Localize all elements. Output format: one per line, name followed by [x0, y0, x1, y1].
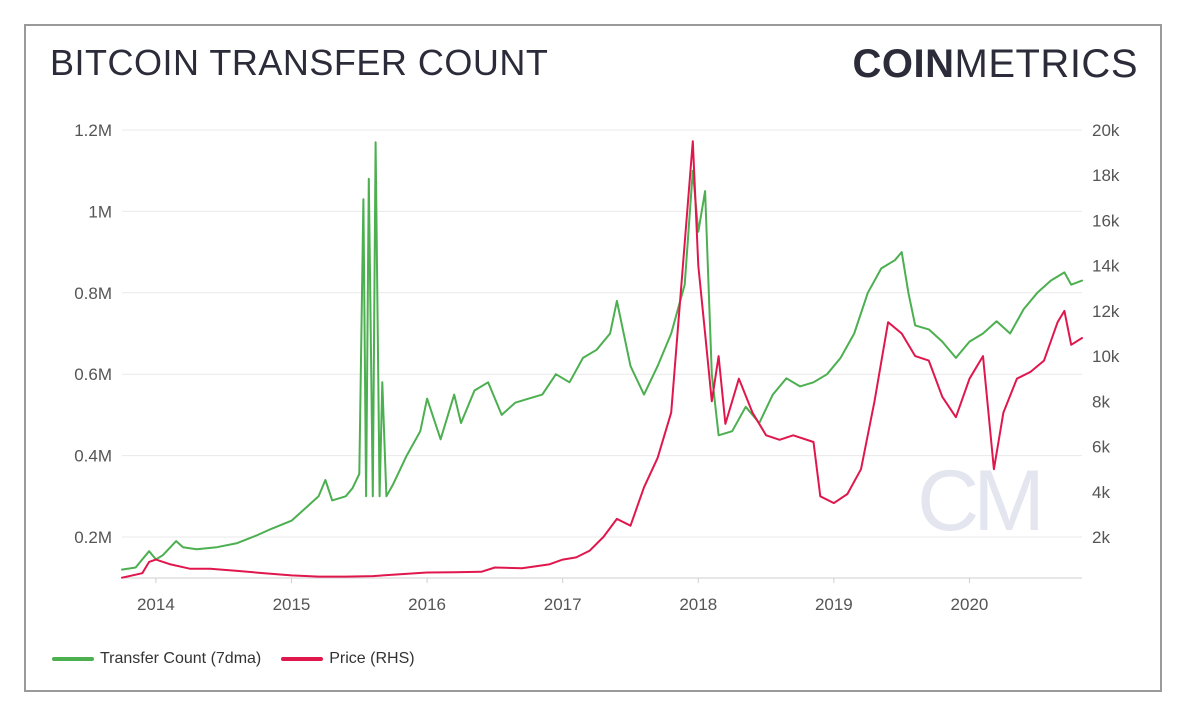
legend-label-price: Price (RHS)	[329, 650, 415, 667]
legend-swatch-price	[281, 657, 324, 661]
brand-logo: COINMETRICS	[853, 42, 1139, 87]
x-tick-label: 2016	[408, 595, 446, 614]
y-right-tick-label: 16k	[1092, 211, 1120, 230]
y-right-tick-label: 20k	[1092, 121, 1120, 140]
y-right-tick-label: 18k	[1092, 166, 1120, 185]
watermark-logo: CM	[917, 453, 1039, 549]
y-left-tick-label: 1.2M	[74, 121, 112, 140]
brand-logo-bold: COIN	[852, 42, 955, 86]
y-right-tick-label: 8k	[1092, 392, 1110, 411]
x-tick-label: 2019	[815, 595, 853, 614]
chart-frame	[24, 24, 1162, 692]
y-right-tick-label: 6k	[1092, 438, 1110, 457]
x-tick-label: 2020	[951, 595, 989, 614]
legend-swatch-transfer	[52, 657, 94, 661]
y-right-tick-label: 4k	[1092, 483, 1110, 502]
y-right-tick-label: 12k	[1092, 302, 1120, 321]
x-tick-label: 2015	[273, 595, 311, 614]
x-tick-label: 2018	[679, 595, 717, 614]
y-left-tick-label: 0.6M	[74, 365, 112, 384]
transfer-count-line	[121, 141, 1083, 571]
chart-legend: Transfer Count (7dma) Price (RHS)	[52, 650, 435, 668]
y-left-tick-label: 0.2M	[74, 528, 112, 547]
legend-item-transfer[interactable]: Transfer Count (7dma)	[52, 650, 261, 668]
x-tick-label: 2017	[544, 595, 582, 614]
y-right-tick-label: 10k	[1092, 347, 1120, 366]
y-left-tick-label: 0.8M	[74, 284, 112, 303]
x-tick-label: 2014	[137, 595, 175, 614]
y-right-tick-label: 2k	[1092, 528, 1110, 547]
legend-item-price[interactable]: Price (RHS)	[281, 650, 415, 668]
y-left-tick-label: 0.4M	[74, 447, 112, 466]
y-right-tick-label: 14k	[1092, 257, 1120, 276]
page-title: BITCOIN TRANSFER COUNT	[50, 42, 549, 83]
legend-label-transfer: Transfer Count (7dma)	[100, 650, 262, 667]
price-line	[121, 140, 1083, 579]
brand-logo-light: METRICS	[954, 42, 1138, 86]
y-left-tick-label: 1M	[88, 202, 112, 221]
